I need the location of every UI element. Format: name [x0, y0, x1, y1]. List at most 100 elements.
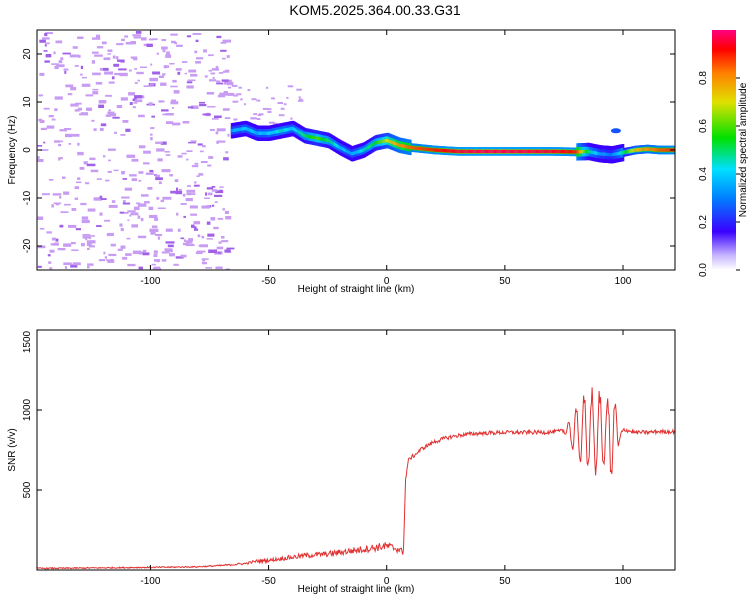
noise-speckle: [110, 258, 114, 262]
noise-speckle: [149, 214, 158, 218]
noise-speckle: [58, 157, 63, 160]
noise-speckle: [116, 43, 124, 46]
noise-speckle: [251, 98, 257, 101]
spectrogram-xlabel: Height of straight line (km): [298, 284, 415, 295]
noise-speckle: [208, 54, 214, 57]
noise-speckle: [213, 226, 219, 230]
noise-speckle: [225, 216, 232, 220]
noise-speckle: [165, 54, 172, 58]
noise-speckle: [112, 55, 116, 59]
noise-speckle: [128, 92, 135, 96]
noise-speckle: [210, 72, 216, 75]
noise-speckle: [89, 235, 95, 237]
noise-speckle: [217, 251, 221, 254]
noise-speckle: [150, 63, 153, 66]
ridge-core: [597, 151, 600, 156]
noise-speckle: [156, 52, 159, 55]
noise-speckle: [103, 155, 106, 158]
noise-speckle: [202, 145, 206, 148]
snr-frame: [36, 329, 676, 571]
noise-speckle: [127, 219, 130, 221]
noise-speckle: [161, 259, 167, 262]
noise-speckle: [99, 127, 104, 131]
noise-speckle: [231, 84, 238, 87]
noise-speckle: [208, 249, 217, 253]
noise-speckle: [51, 237, 56, 241]
ridge-core: [547, 149, 550, 154]
noise-speckle: [87, 208, 96, 212]
noise-speckle: [227, 92, 235, 96]
noise-speckle: [232, 100, 239, 103]
noise-speckle: [108, 204, 118, 208]
noise-speckle: [169, 253, 175, 257]
spectrogram-x-axis: -100 -50 0 50 100: [140, 30, 632, 287]
noise-speckle: [57, 248, 66, 251]
noise-speckle: [243, 103, 246, 106]
noise-speckle: [138, 266, 143, 270]
noise-speckle: [44, 33, 48, 37]
noise-speckle: [80, 65, 84, 70]
noise-speckle: [191, 165, 199, 168]
noise-speckle: [129, 69, 132, 72]
noise-speckle: [122, 200, 126, 203]
noise-speckle: [92, 91, 99, 95]
noise-speckle: [141, 194, 149, 197]
noise-speckle: [205, 267, 213, 269]
noise-speckle: [290, 117, 293, 120]
noise-speckle: [153, 266, 161, 269]
snr-panel: -100 -50 0 50 100 500 1000 1500 Height of stra…: [7, 329, 676, 595]
noise-speckle: [43, 50, 48, 52]
noise-speckle: [216, 35, 222, 39]
noise-speckle: [189, 205, 198, 209]
noise-speckle: [170, 190, 178, 194]
noise-speckle: [68, 143, 72, 145]
noise-speckle: [224, 249, 231, 253]
noise-speckle: [178, 188, 182, 192]
noise-speckle: [131, 224, 138, 228]
noise-speckle: [151, 225, 158, 229]
noise-speckle: [218, 72, 224, 74]
noise-speckle: [122, 120, 129, 123]
noise-speckle: [53, 51, 56, 55]
noise-speckle: [164, 250, 173, 253]
noise-speckle: [105, 179, 110, 182]
x-tick-label: 50: [499, 276, 511, 287]
noise-speckle: [197, 143, 203, 146]
noise-speckle: [173, 263, 179, 266]
ridge-core: [580, 150, 583, 154]
noise-speckle: [81, 83, 91, 87]
noise-speckle: [131, 178, 138, 182]
noise-speckle: [155, 141, 163, 144]
noise-speckle: [162, 49, 166, 53]
noise-speckle: [287, 85, 294, 88]
noise-speckle: [142, 252, 150, 256]
noise-speckle: [211, 186, 216, 188]
noise-speckle: [228, 86, 232, 89]
noise-speckle: [223, 82, 232, 85]
noise-speckle: [194, 184, 200, 187]
noise-speckle: [81, 243, 85, 247]
noise-speckle: [150, 83, 154, 86]
noise-speckle: [166, 51, 170, 55]
noise-speckle: [74, 109, 80, 112]
noise-speckle: [155, 233, 162, 236]
noise-speckle: [158, 181, 162, 185]
noise-speckle: [86, 242, 92, 246]
noise-speckle: [45, 42, 50, 45]
noise-speckle: [170, 85, 178, 88]
noise-speckle: [79, 113, 89, 116]
noise-speckle: [70, 242, 76, 245]
noise-speckle: [120, 245, 126, 249]
noise-speckle: [185, 243, 195, 247]
noise-speckle: [58, 157, 61, 161]
noise-speckle: [171, 99, 176, 103]
noise-speckle: [220, 49, 227, 52]
noise-speckle: [188, 141, 196, 144]
noise-speckle: [298, 96, 301, 99]
noise-speckle: [99, 195, 103, 199]
noise-speckle: [42, 37, 50, 40]
noise-speckle: [51, 63, 59, 65]
noise-speckle: [111, 76, 115, 80]
noise-speckle: [93, 128, 97, 131]
noise-speckle: [216, 246, 224, 250]
